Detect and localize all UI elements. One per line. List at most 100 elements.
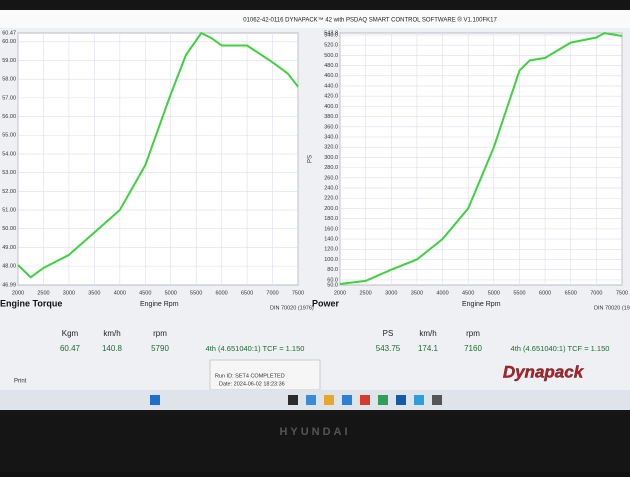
x-tick-label: 5500 [190, 290, 202, 296]
y-tick-label: 120.0 [324, 247, 338, 253]
app-icon[interactable] [288, 395, 298, 405]
status-label[interactable]: Print [14, 379, 27, 385]
x-tick-label: 2000 [334, 290, 346, 296]
readout-value: 7160 [464, 344, 482, 353]
y-tick-label: 500.0 [324, 53, 338, 59]
y-tick-label: 360.0 [324, 124, 338, 130]
readout-value: 60.47 [60, 344, 81, 353]
readout-header: rpm [466, 329, 480, 338]
x-tick-label: 4000 [436, 290, 448, 296]
y-tick-label: 54.00 [2, 151, 16, 157]
y-tick-label: 56.00 [2, 114, 16, 120]
y-tick-label: 53.00 [2, 170, 16, 176]
plot-area [17, 32, 299, 286]
app-icon[interactable] [324, 395, 334, 405]
x-axis-label: Engine Rpm [140, 301, 179, 308]
x-tick-label: 7500 [616, 290, 628, 296]
y-tick-label: 380.0 [324, 114, 338, 120]
x-tick-label: 7500 [292, 290, 304, 296]
y-tick-label: 46.99 [2, 282, 16, 288]
y-tick-label: 543.8 [324, 30, 338, 36]
app-icon[interactable] [360, 395, 370, 405]
app-icon[interactable] [378, 395, 388, 405]
y-tick-label: 160.0 [324, 226, 338, 232]
readout-gear: 4th (4.651040:1) TCF = 1.150 [511, 344, 610, 353]
x-axis-label: Engine Rpm [462, 301, 501, 308]
taskbar-icons [150, 395, 442, 405]
y-tick-label: 48.00 [2, 264, 16, 270]
app-icon[interactable] [342, 395, 352, 405]
y-tick-label: 140.0 [324, 237, 338, 243]
y-tick-label: 480.0 [324, 63, 338, 69]
chart-title: Power [312, 298, 340, 308]
y-tick-label: 55.00 [2, 133, 16, 139]
run-id: Run ID: SET4 COMPLETED [215, 373, 285, 379]
y-tick-label: 60.47 [2, 30, 16, 36]
y-tick-label: 100.0 [324, 257, 338, 263]
app-icon[interactable] [306, 395, 316, 405]
brand: HYUNDAI [279, 426, 350, 438]
y-tick-label: 300.0 [324, 155, 338, 161]
app-icon[interactable] [396, 395, 406, 405]
y-tick-label: 80.0 [327, 267, 338, 273]
readout-header: Kgm [62, 329, 79, 338]
x-tick-label: 2500 [37, 290, 49, 296]
x-tick-label: 6000 [539, 290, 551, 296]
start-icon[interactable] [150, 395, 160, 405]
y-tick-label: 49.00 [2, 245, 16, 251]
y-tick-label: 58.00 [2, 77, 16, 83]
y-tick-label: 59.00 [2, 58, 16, 64]
data-line [17, 31, 299, 279]
y-tick-label: 60.0 [327, 277, 338, 283]
x-tick-label: 3500 [411, 290, 423, 296]
y-tick-label: 240.0 [324, 185, 338, 191]
y-tick-label: 460.0 [324, 73, 338, 79]
readout-gear: 4th (4.651040:1) TCF = 1.150 [206, 344, 305, 353]
x-tick-label: 4000 [114, 290, 126, 296]
x-tick-label: 7000 [590, 290, 602, 296]
y-tick-label: 50.00 [2, 226, 16, 232]
readout-value: 5790 [151, 344, 169, 353]
data-line [339, 31, 623, 285]
y-tick-label: 280.0 [324, 165, 338, 171]
y-axis-label: PS [308, 155, 314, 163]
app-icon[interactable] [414, 395, 424, 405]
title-bar [0, 10, 630, 28]
logo: Dynapack [503, 362, 585, 381]
readout-value: 140.8 [102, 344, 123, 353]
chart-note: DIN 70020 (1976) [270, 305, 314, 311]
run-date: Date: 2024-06-02 18:23:36 [219, 381, 285, 387]
app-icon[interactable] [432, 395, 442, 405]
y-tick-label: 320.0 [324, 145, 338, 151]
chart-note: DIN 70020 (1976) [594, 305, 630, 311]
y-tick-label: 200.0 [324, 206, 338, 212]
x-tick-label: 4500 [139, 290, 151, 296]
window-title: 01062-42-0116 DYNAPACK™ 42 with PSDAQ SM… [243, 17, 497, 24]
x-tick-label: 3000 [63, 290, 75, 296]
status-box [209, 359, 321, 391]
x-tick-label: 6500 [241, 290, 253, 296]
y-tick-label: 420.0 [324, 94, 338, 100]
y-tick-label: 57.00 [2, 95, 16, 101]
x-tick-label: 5500 [513, 290, 525, 296]
y-tick-label: 440.0 [324, 83, 338, 89]
readout-header: km/h [419, 329, 436, 338]
x-tick-label: 3000 [385, 290, 397, 296]
x-tick-label: 5000 [165, 290, 177, 296]
y-tick-label: 51.00 [2, 207, 16, 213]
y-tick-label: 260.0 [324, 175, 338, 181]
plot-area [339, 32, 623, 286]
y-tick-label: 50.0 [327, 282, 338, 288]
readout-header: PS [383, 329, 394, 338]
y-tick-label: 340.0 [324, 134, 338, 140]
y-tick-label: 400.0 [324, 104, 338, 110]
y-tick-label: 52.00 [2, 189, 16, 195]
readout-header: rpm [153, 329, 167, 338]
x-tick-label: 6000 [216, 290, 228, 296]
y-tick-label: 60.00 [2, 39, 16, 45]
y-tick-label: 180.0 [324, 216, 338, 222]
x-tick-label: 6500 [565, 290, 577, 296]
x-tick-label: 4500 [462, 290, 474, 296]
